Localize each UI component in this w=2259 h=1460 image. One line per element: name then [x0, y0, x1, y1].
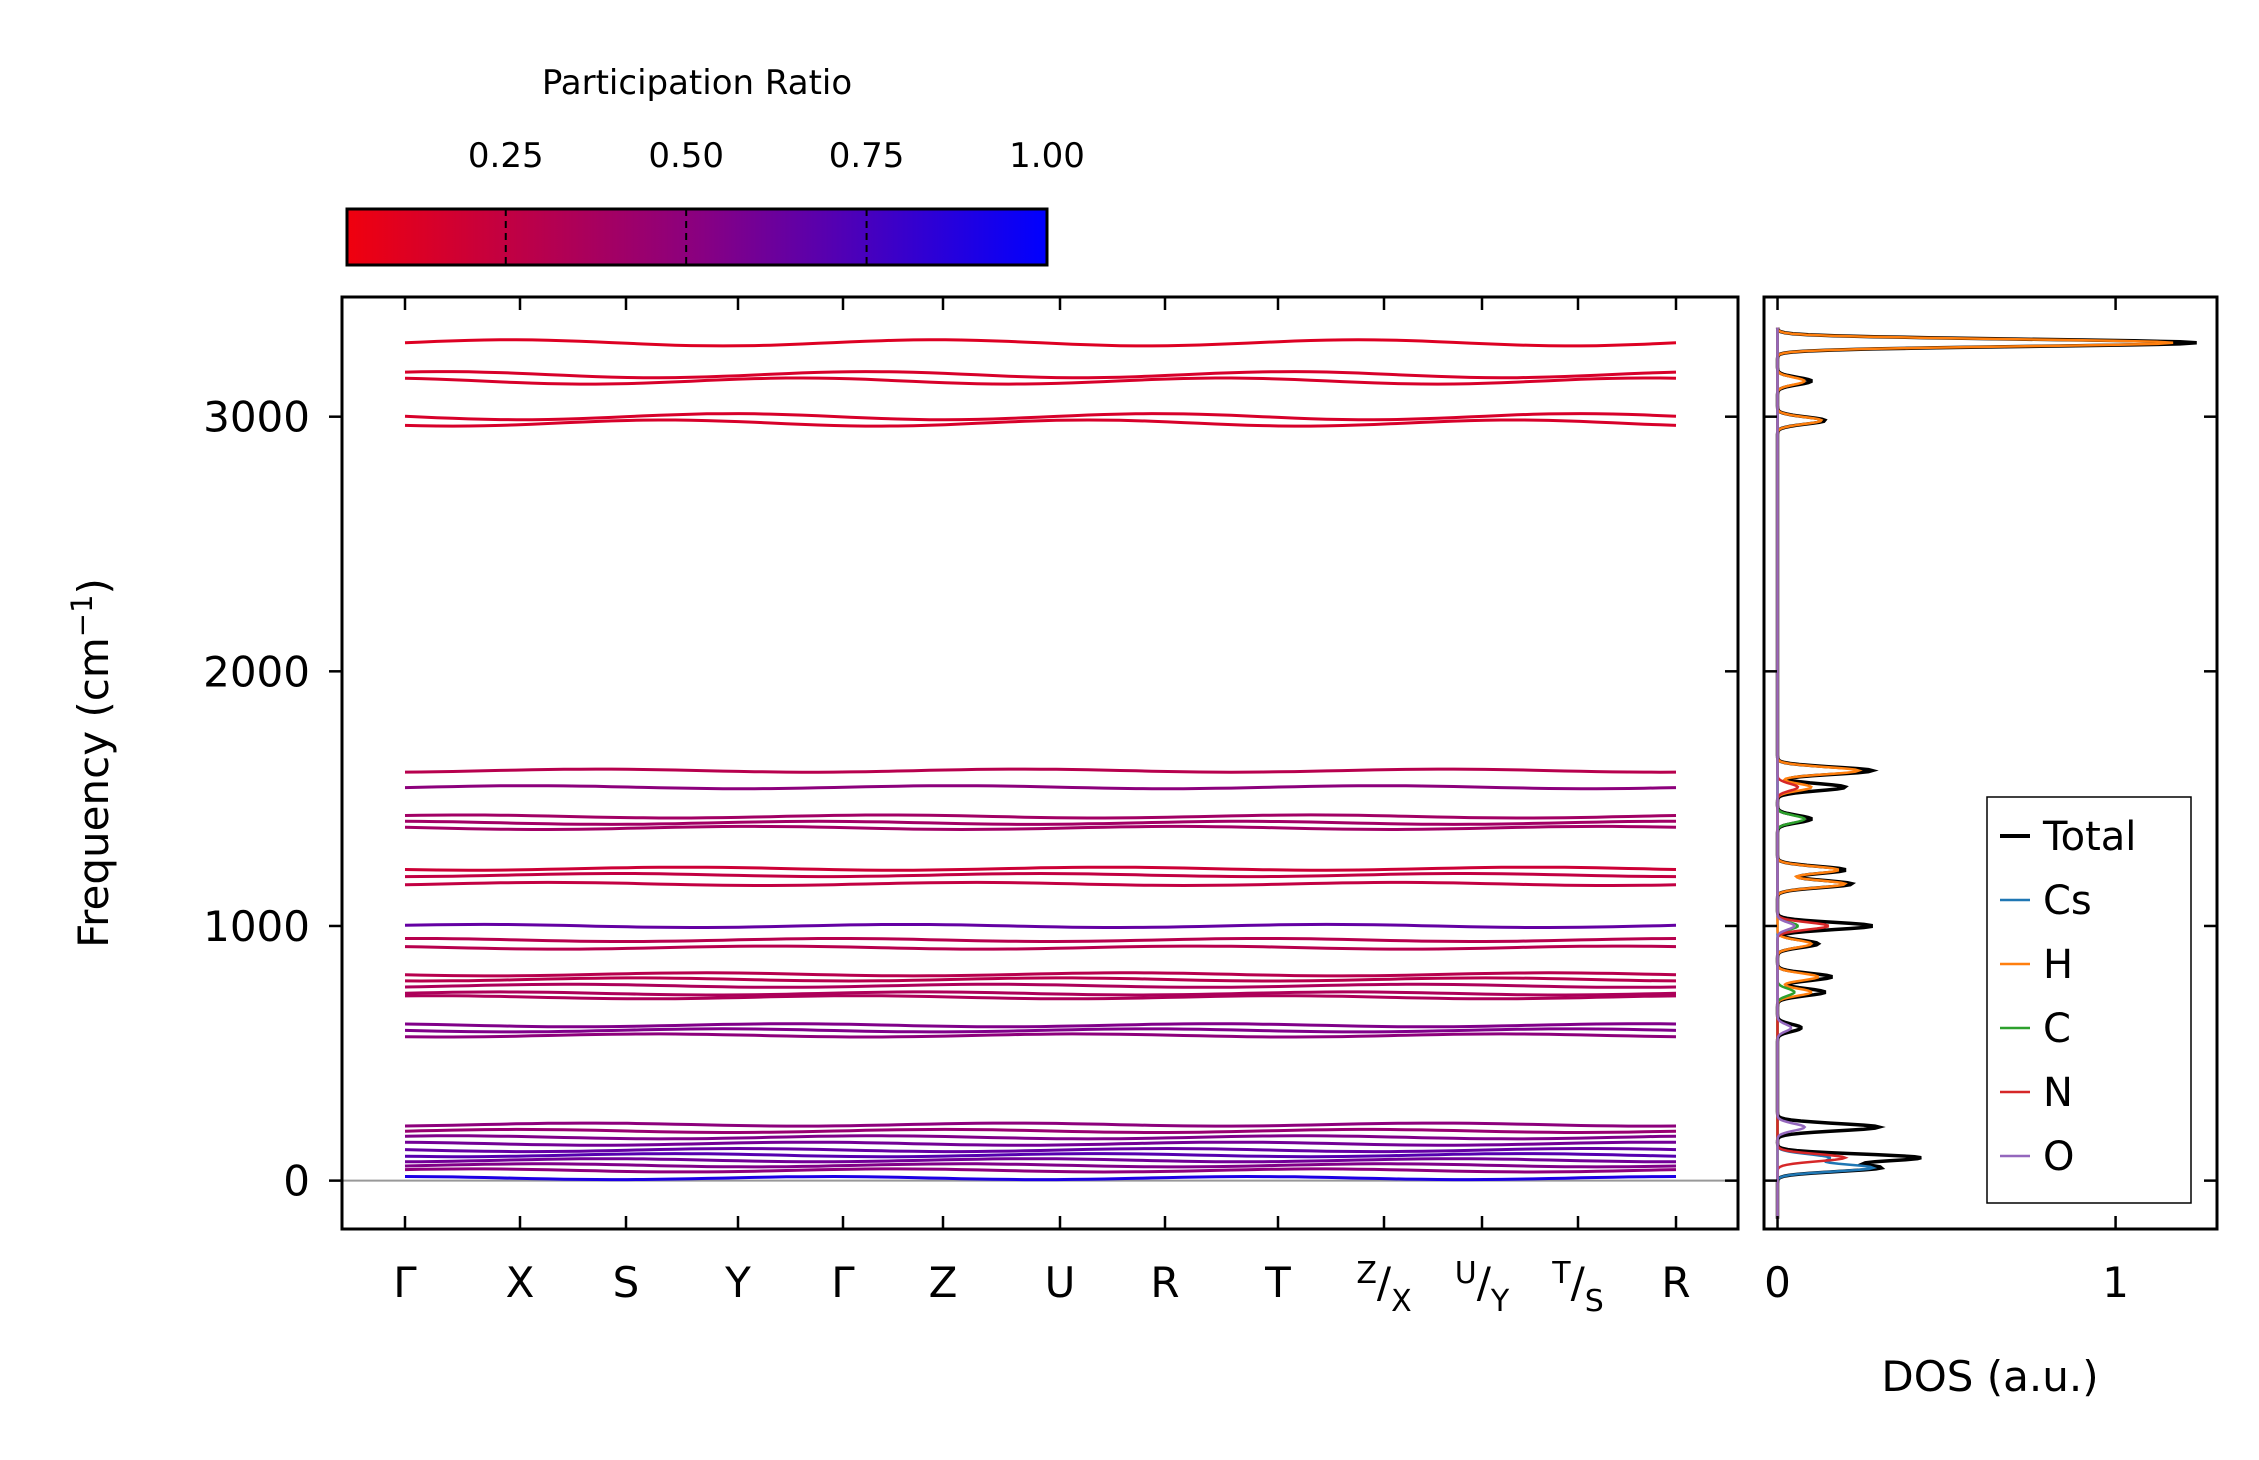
phonon-band-21: [404, 1022, 1677, 1029]
colorbar-gradient: [345, 207, 1049, 267]
phonon-band-25: [404, 1127, 1677, 1134]
dos-xtick-label-1: 1: [2102, 1258, 2129, 1307]
colorbar-tick-label-0: 0.25: [468, 136, 544, 176]
band-structure-panel: Γ X S Y Γ Z U R T Z/X U/Y T/S R 0 1000 2000 3000 Freque…: [65, 295, 1740, 1319]
phonon-band-26: [404, 1134, 1677, 1141]
phonon-band-32: [404, 1167, 1677, 1174]
phonon-band-15: [404, 944, 1677, 951]
band-xtick-label-4: Γ: [831, 1258, 855, 1307]
phonon-band-24: [404, 1121, 1677, 1128]
phonon-band-9: [404, 824, 1677, 832]
band-xtick-label-9: Z/X: [1356, 1256, 1411, 1319]
band-xtick-label-8: T: [1264, 1258, 1291, 1307]
phonon-band-5: [404, 767, 1677, 774]
dos-plot-frame: [1762, 295, 2219, 1231]
dos-xtick-label-0: 0: [1764, 1258, 1791, 1307]
band-x-ticks: Γ X S Y Γ Z U R T Z/X U/Y T/S R: [393, 297, 1691, 1319]
band-ytick-label-3: 3000: [203, 393, 310, 442]
band-xtick-label-5: Z: [929, 1258, 958, 1307]
phonon-band-29: [404, 1152, 1677, 1159]
colorbar: Participation Ratio 0.25 0.50 0.75 1.00: [345, 63, 1085, 267]
band-xtick-label-1: X: [506, 1258, 535, 1307]
y-axis-label: Frequency (cm−1): [65, 578, 118, 948]
phonon-band-27: [404, 1140, 1676, 1147]
colorbar-title: Participation Ratio: [542, 63, 852, 103]
colorbar-tick-label-1: 0.50: [648, 136, 724, 176]
colorbar-ticks: 0.25 0.50 0.75 1.00: [468, 136, 1085, 265]
band-xtick-label-0: Γ: [393, 1258, 417, 1307]
band-ytick-label-1: 1000: [203, 902, 310, 951]
dos-curve-o: [1776, 327, 1807, 1219]
phonon-bands: [404, 338, 1677, 1182]
phonon-band-3: [404, 412, 1677, 422]
band-plot-frame: [340, 295, 1740, 1231]
phonon-band-0: [404, 338, 1677, 348]
legend-label-c: C: [2043, 1006, 2071, 1052]
phonon-band-2: [404, 376, 1677, 386]
dos-curves: [1775, 327, 2197, 1219]
phonon-band-30: [404, 1157, 1676, 1164]
band-xtick-label-7: R: [1150, 1258, 1179, 1307]
phonon-band-10: [404, 865, 1677, 872]
colorbar-tick-label-2: 0.75: [829, 136, 905, 176]
phonon-band-12: [404, 880, 1677, 888]
phonon-band-20: [404, 994, 1677, 1001]
phonon-band-1: [404, 370, 1677, 380]
phonon-band-23: [404, 1032, 1677, 1039]
phonon-band-11: [404, 871, 1677, 879]
legend-frame: [1986, 796, 2192, 1204]
dos-x-axis-label: DOS (a.u.): [1881, 1352, 2098, 1401]
phonon-band-18: [404, 982, 1677, 989]
legend-label-cs: Cs: [2043, 878, 2092, 924]
dos-y-ticks: [1725, 415, 2217, 1182]
colorbar-tick-label-3: 1.00: [1009, 136, 1085, 176]
phonon-band-22: [404, 1027, 1677, 1034]
phonon-band-17: [404, 976, 1677, 983]
phonon-band-8: [404, 819, 1676, 826]
legend-label-total: Total: [2042, 814, 2136, 860]
band-ytick-label-0: 0: [283, 1157, 310, 1206]
phonon-band-6: [404, 784, 1677, 791]
phonon-band-19: [404, 990, 1677, 997]
legend-label-n: N: [2043, 1070, 2073, 1116]
band-ytick-label-2: 2000: [203, 647, 310, 696]
phonon-band-31: [404, 1162, 1677, 1169]
band-xtick-label-6: U: [1045, 1258, 1076, 1307]
phonon-band-14: [405, 937, 1677, 943]
band-xtick-label-3: Y: [724, 1258, 751, 1307]
band-xtick-label-2: S: [613, 1258, 640, 1307]
legend-label-h: H: [2043, 942, 2073, 988]
phonon-band-13: [404, 922, 1677, 929]
phonon-band-7: [404, 813, 1677, 820]
band-xtick-label-10: U/Y: [1455, 1256, 1510, 1319]
phonon-band-33: [404, 1174, 1677, 1182]
phonon-band-4: [404, 418, 1677, 428]
band-y-ticks: 0 1000 2000 3000: [203, 393, 342, 1206]
legend-label-o: O: [2043, 1134, 2074, 1180]
phonon-band-16: [404, 971, 1677, 978]
phonon-band-28: [404, 1146, 1677, 1154]
band-xtick-label-12: R: [1661, 1258, 1690, 1307]
band-xtick-label-11: T/S: [1551, 1256, 1604, 1319]
dos-curve-c: [1776, 327, 1806, 1219]
